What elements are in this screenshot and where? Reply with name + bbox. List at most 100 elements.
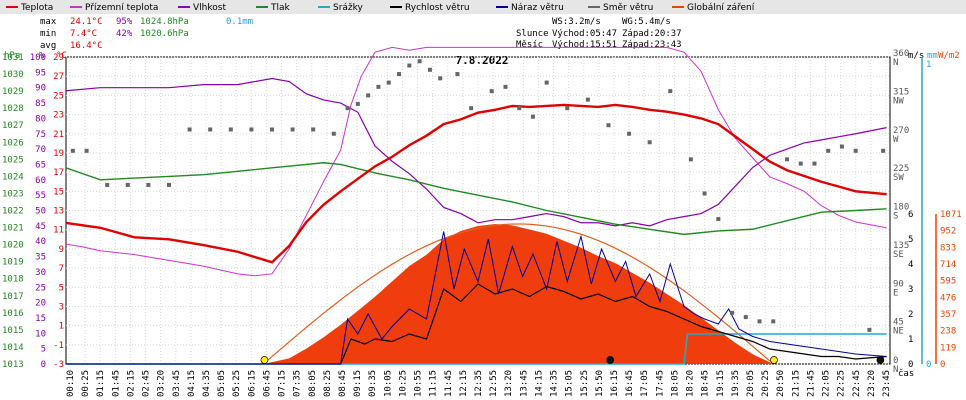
wind-direction-point bbox=[544, 80, 549, 85]
c-tick-label: 9 bbox=[59, 245, 64, 255]
legend: Teplota Přízemní teplota Vlhkost Tlak Srážky… bbox=[0, 0, 966, 14]
x-tick-label: 06:45 bbox=[262, 370, 272, 397]
hpa-tick-label: 1014 bbox=[2, 343, 24, 353]
ms-tick-label: 1 bbox=[908, 335, 913, 345]
c-tick-label: 7 bbox=[59, 264, 64, 274]
astro-block: WS:3.2m/s WG:5.4m/s Slunce Východ:05:47 … bbox=[516, 17, 682, 50]
wind-direction-point bbox=[771, 319, 776, 324]
wind-direction-point bbox=[228, 127, 233, 132]
hpa-tick-label: 1023 bbox=[2, 189, 24, 199]
ms-tick-label: 3 bbox=[908, 285, 913, 295]
x-tick-label: 18:20 bbox=[686, 370, 696, 397]
ms-axis-label: m/s bbox=[908, 51, 924, 61]
series-prizemni-teplota bbox=[65, 46, 887, 277]
x-tick-label: 12:55 bbox=[489, 370, 499, 397]
wind-ws: WS:3.2m/s bbox=[552, 17, 601, 27]
c-tick-label: 3 bbox=[59, 302, 64, 312]
wind-direction-point bbox=[503, 84, 508, 89]
wind-direction-point bbox=[798, 161, 803, 166]
x-tick-label: 21:45 bbox=[806, 370, 816, 397]
wind-direction-point bbox=[438, 76, 443, 81]
ms-tick-label: 0 bbox=[908, 360, 913, 370]
c-tick-label: 21 bbox=[53, 130, 64, 140]
wind-direction-point bbox=[345, 106, 350, 111]
x-tick-label: 23:20 bbox=[867, 370, 877, 397]
x-tick-label: 08:25 bbox=[323, 370, 333, 397]
legend-label: Srážky bbox=[333, 3, 364, 13]
c-tick-label: -1 bbox=[53, 341, 64, 351]
x-tick-label: 09:15 bbox=[353, 370, 363, 397]
c-tick-label: 27 bbox=[53, 72, 64, 82]
wind-direction-point bbox=[208, 127, 213, 132]
x-tick-label: 17:05 bbox=[640, 370, 650, 397]
pct-tick-label: 70 bbox=[35, 145, 46, 155]
moon-set: Západ:23:43 bbox=[622, 40, 682, 50]
wm2-tick-label: 714 bbox=[940, 260, 956, 270]
ms-tick-label: 6 bbox=[908, 210, 913, 220]
x-axis-unit: čas bbox=[898, 368, 914, 379]
hpa-tick-label: 1025 bbox=[2, 155, 24, 165]
x-tick-label: 19:35 bbox=[731, 370, 741, 397]
wind-direction-point bbox=[249, 127, 254, 132]
wind-direction-point bbox=[517, 106, 522, 111]
x-tick-label: 16:45 bbox=[625, 370, 635, 397]
x-tick-label: 11:15 bbox=[429, 370, 439, 397]
x-tick-label: 23:45 bbox=[882, 370, 892, 397]
mm-tick-label: 1 bbox=[926, 60, 931, 70]
c-tick-label: 25 bbox=[53, 91, 64, 101]
hpa-tick-label: 1020 bbox=[2, 241, 24, 251]
stats-block: max 24.1°C 95% 1024.8hPa 0.1mm min 7.4°C… bbox=[40, 17, 253, 51]
wm2-axis-label: W/m2 bbox=[938, 51, 960, 61]
dir-tick-deg: 135 bbox=[893, 241, 909, 251]
x-tick-label: 14:35 bbox=[550, 370, 560, 397]
c-tick-label: 23 bbox=[53, 111, 64, 121]
hpa-tick-label: 1027 bbox=[2, 121, 24, 131]
theoretical-radiation-curve bbox=[263, 223, 771, 365]
stat-avg-label: avg bbox=[40, 41, 56, 51]
wind-direction-point bbox=[716, 217, 721, 222]
x-tick-label: 05:05 bbox=[217, 370, 227, 397]
x-tick-label: 22:25 bbox=[837, 370, 847, 397]
series-naraz-vetru bbox=[66, 231, 887, 365]
dir-tick-label: N bbox=[893, 58, 898, 68]
pct-tick-label: 60 bbox=[35, 176, 46, 186]
pct-tick-label: 10 bbox=[35, 329, 46, 339]
x-tick-label: 20:25 bbox=[761, 370, 771, 397]
wind-direction-point bbox=[376, 84, 381, 89]
wind-direction-point bbox=[386, 80, 391, 85]
stat-avg-temp: 16.4°C bbox=[70, 41, 103, 51]
wm2-tick-label: 476 bbox=[940, 293, 956, 303]
pct-tick-label: 85 bbox=[35, 99, 46, 109]
series-srazky bbox=[66, 333, 887, 365]
x-tick-label: 22:05 bbox=[822, 370, 832, 397]
hpa-axis-label: hPa bbox=[4, 51, 20, 61]
wind-direction-point bbox=[585, 97, 590, 102]
hpa-tick-label: 1026 bbox=[2, 138, 24, 148]
series-rychlost-vetru bbox=[66, 283, 887, 365]
c-tick-label: 17 bbox=[53, 168, 64, 178]
wind-direction-point bbox=[84, 148, 89, 153]
wind-direction-point bbox=[270, 127, 274, 132]
x-tick-label: 22:45 bbox=[852, 370, 862, 397]
wind-direction-point bbox=[397, 72, 402, 77]
wm2-tick-label: 833 bbox=[940, 243, 956, 253]
wind-direction-point bbox=[469, 106, 474, 111]
wind-direction-point bbox=[826, 148, 831, 153]
ms-tick-label: 5 bbox=[908, 235, 913, 245]
wm2-tick-label: 357 bbox=[940, 310, 956, 320]
sun-label: Slunce bbox=[516, 29, 549, 39]
c-tick-label: 5 bbox=[59, 283, 64, 293]
c-tick-label: -3 bbox=[53, 360, 64, 370]
dir-tick-deg: 270 bbox=[893, 126, 909, 136]
sunset-marker bbox=[770, 356, 778, 364]
x-tick-label: 01:15 bbox=[96, 370, 106, 397]
dir-tick-label: S bbox=[893, 212, 898, 222]
hpa-tick-label: 1019 bbox=[2, 258, 24, 268]
wind-direction-point bbox=[627, 131, 632, 136]
stat-max-pres: 1024.8hPa bbox=[140, 17, 189, 27]
c-tick-label: 11 bbox=[53, 226, 64, 236]
dir-tick-deg: 90 bbox=[893, 279, 904, 289]
wind-direction-point bbox=[455, 72, 460, 77]
c-tick-label: 15 bbox=[53, 187, 64, 197]
wind-wg: WG:5.4m/s bbox=[622, 17, 671, 27]
